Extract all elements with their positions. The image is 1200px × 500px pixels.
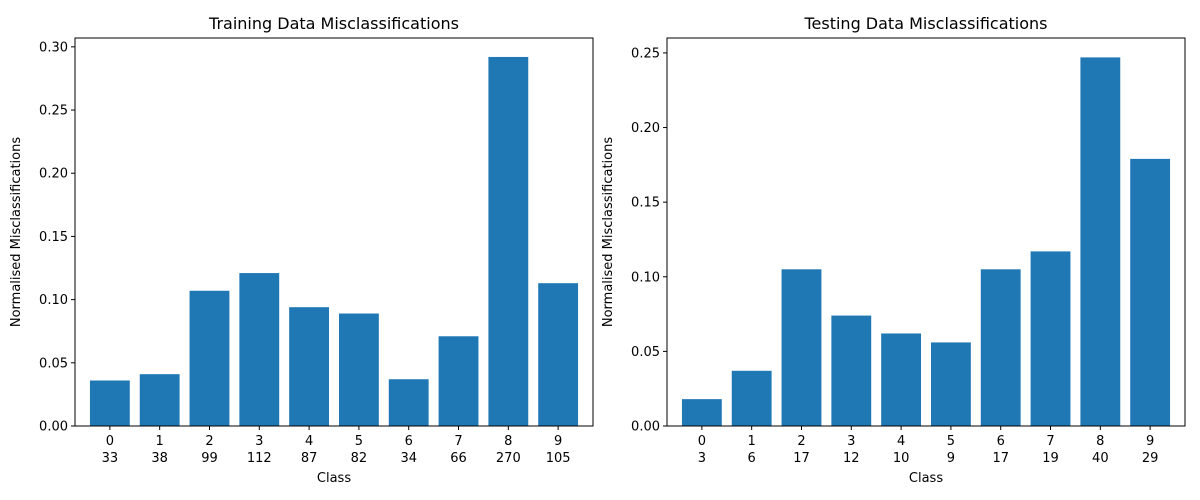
bar-class-6 (388, 379, 429, 426)
bar-class-3 (239, 273, 280, 426)
y-tick-label: 0.25 (631, 46, 660, 61)
x-tick-label-class: 6 (997, 434, 1005, 449)
x-tick-label-count: 40 (1092, 451, 1109, 466)
x-tick-label-count: 17 (992, 451, 1009, 466)
x-tick-label-count: 17 (793, 451, 810, 466)
bar-class-2 (189, 290, 230, 426)
x-tick-label-class: 1 (156, 434, 164, 449)
y-tick-label: 0.15 (39, 230, 68, 245)
chart-title: Training Data Misclassifications (208, 14, 459, 33)
y-tick-label: 0.15 (631, 196, 660, 211)
x-tick-label-count: 3 (698, 451, 706, 466)
bar-class-5 (930, 342, 971, 426)
x-tick-label-count: 33 (102, 451, 119, 466)
x-tick-label-class: 7 (1046, 434, 1054, 449)
x-axis-label: Class (317, 471, 351, 486)
chart-title: Testing Data Misclassifications (803, 14, 1047, 33)
x-tick-label-class: 2 (797, 434, 805, 449)
x-tick-label-class: 0 (106, 434, 114, 449)
x-tick-label-class: 4 (897, 434, 905, 449)
x-tick-label-count: 82 (351, 451, 368, 466)
x-tick-label-count: 270 (496, 451, 521, 466)
x-axis-label: Class (909, 471, 943, 486)
bar-class-8 (1080, 57, 1121, 427)
x-tick-label-class: 8 (504, 434, 512, 449)
x-tick-label-class: 7 (454, 434, 462, 449)
bar-class-0 (681, 399, 722, 426)
x-tick-label-class: 5 (947, 434, 955, 449)
x-tick-label-count: 87 (301, 451, 318, 466)
bar-class-4 (289, 307, 330, 426)
y-tick-label: 0.05 (39, 356, 68, 371)
y-tick-label: 0.20 (39, 167, 68, 182)
bar-class-7 (1030, 251, 1071, 426)
axes-frame (74, 37, 594, 427)
bar-class-3 (831, 315, 872, 426)
x-tick-label-count: 66 (450, 451, 467, 466)
x-tick-label-count: 29 (1142, 451, 1159, 466)
bar-class-9 (538, 283, 579, 426)
y-tick-label: 0.10 (39, 293, 68, 308)
x-tick-label-class: 3 (255, 434, 263, 449)
training-chart: 0.00 0.05 0.10 0.15 0.20 0.25 0.30 0 33 1 38 2 99 3 11… (9, 14, 594, 486)
x-tick-label-class: 6 (405, 434, 413, 449)
bar-class-9 (1130, 158, 1171, 426)
x-tick-label-class: 9 (1146, 434, 1154, 449)
y-tick-label: 0.00 (39, 420, 68, 435)
y-tick-label: 0.25 (39, 104, 68, 119)
x-tick-label-class: 4 (305, 434, 313, 449)
bar-class-0 (89, 380, 130, 426)
x-tick-label-count: 6 (748, 451, 756, 466)
bar-class-4 (881, 333, 922, 426)
bar-class-1 (139, 374, 180, 426)
x-tick-label-count: 105 (546, 451, 571, 466)
y-axis-label: Normalised Misclassifications (9, 137, 24, 327)
bar-class-7 (438, 336, 479, 426)
x-tick-label-count: 99 (201, 451, 218, 466)
x-tick-label-count: 112 (247, 451, 272, 466)
y-axis-label: Normalised Misclassifications (601, 137, 616, 327)
y-tick-label: 0.05 (631, 345, 660, 360)
y-tick-label: 0.30 (39, 40, 68, 55)
bar-class-2 (781, 269, 822, 426)
x-tick-label-class: 2 (205, 434, 213, 449)
x-tick-label-class: 9 (554, 434, 562, 449)
x-tick-label-class: 1 (748, 434, 756, 449)
x-tick-label-class: 8 (1096, 434, 1104, 449)
axes-frame (666, 37, 1186, 427)
testing-chart: 0.00 0.05 0.10 0.15 0.20 0.25 0 3 1 6 2 17 3 12 4 10 5 9 6… (601, 14, 1186, 486)
x-tick-label-count: 38 (151, 451, 168, 466)
x-tick-label-count: 19 (1042, 451, 1059, 466)
x-tick-label-class: 5 (355, 434, 363, 449)
y-tick-label: 0.20 (631, 121, 660, 136)
x-tick-label-class: 3 (847, 434, 855, 449)
x-tick-label-count: 34 (400, 451, 417, 466)
bar-class-1 (731, 370, 772, 426)
x-tick-label-count: 10 (893, 451, 910, 466)
bar-class-6 (980, 269, 1021, 426)
x-tick-label-count: 12 (843, 451, 860, 466)
y-tick-label: 0.00 (631, 420, 660, 435)
x-tick-label-class: 0 (698, 434, 706, 449)
bar-class-8 (488, 56, 529, 427)
bar-class-5 (338, 313, 379, 426)
x-tick-label-count: 9 (947, 451, 955, 466)
y-tick-label: 0.10 (631, 270, 660, 285)
